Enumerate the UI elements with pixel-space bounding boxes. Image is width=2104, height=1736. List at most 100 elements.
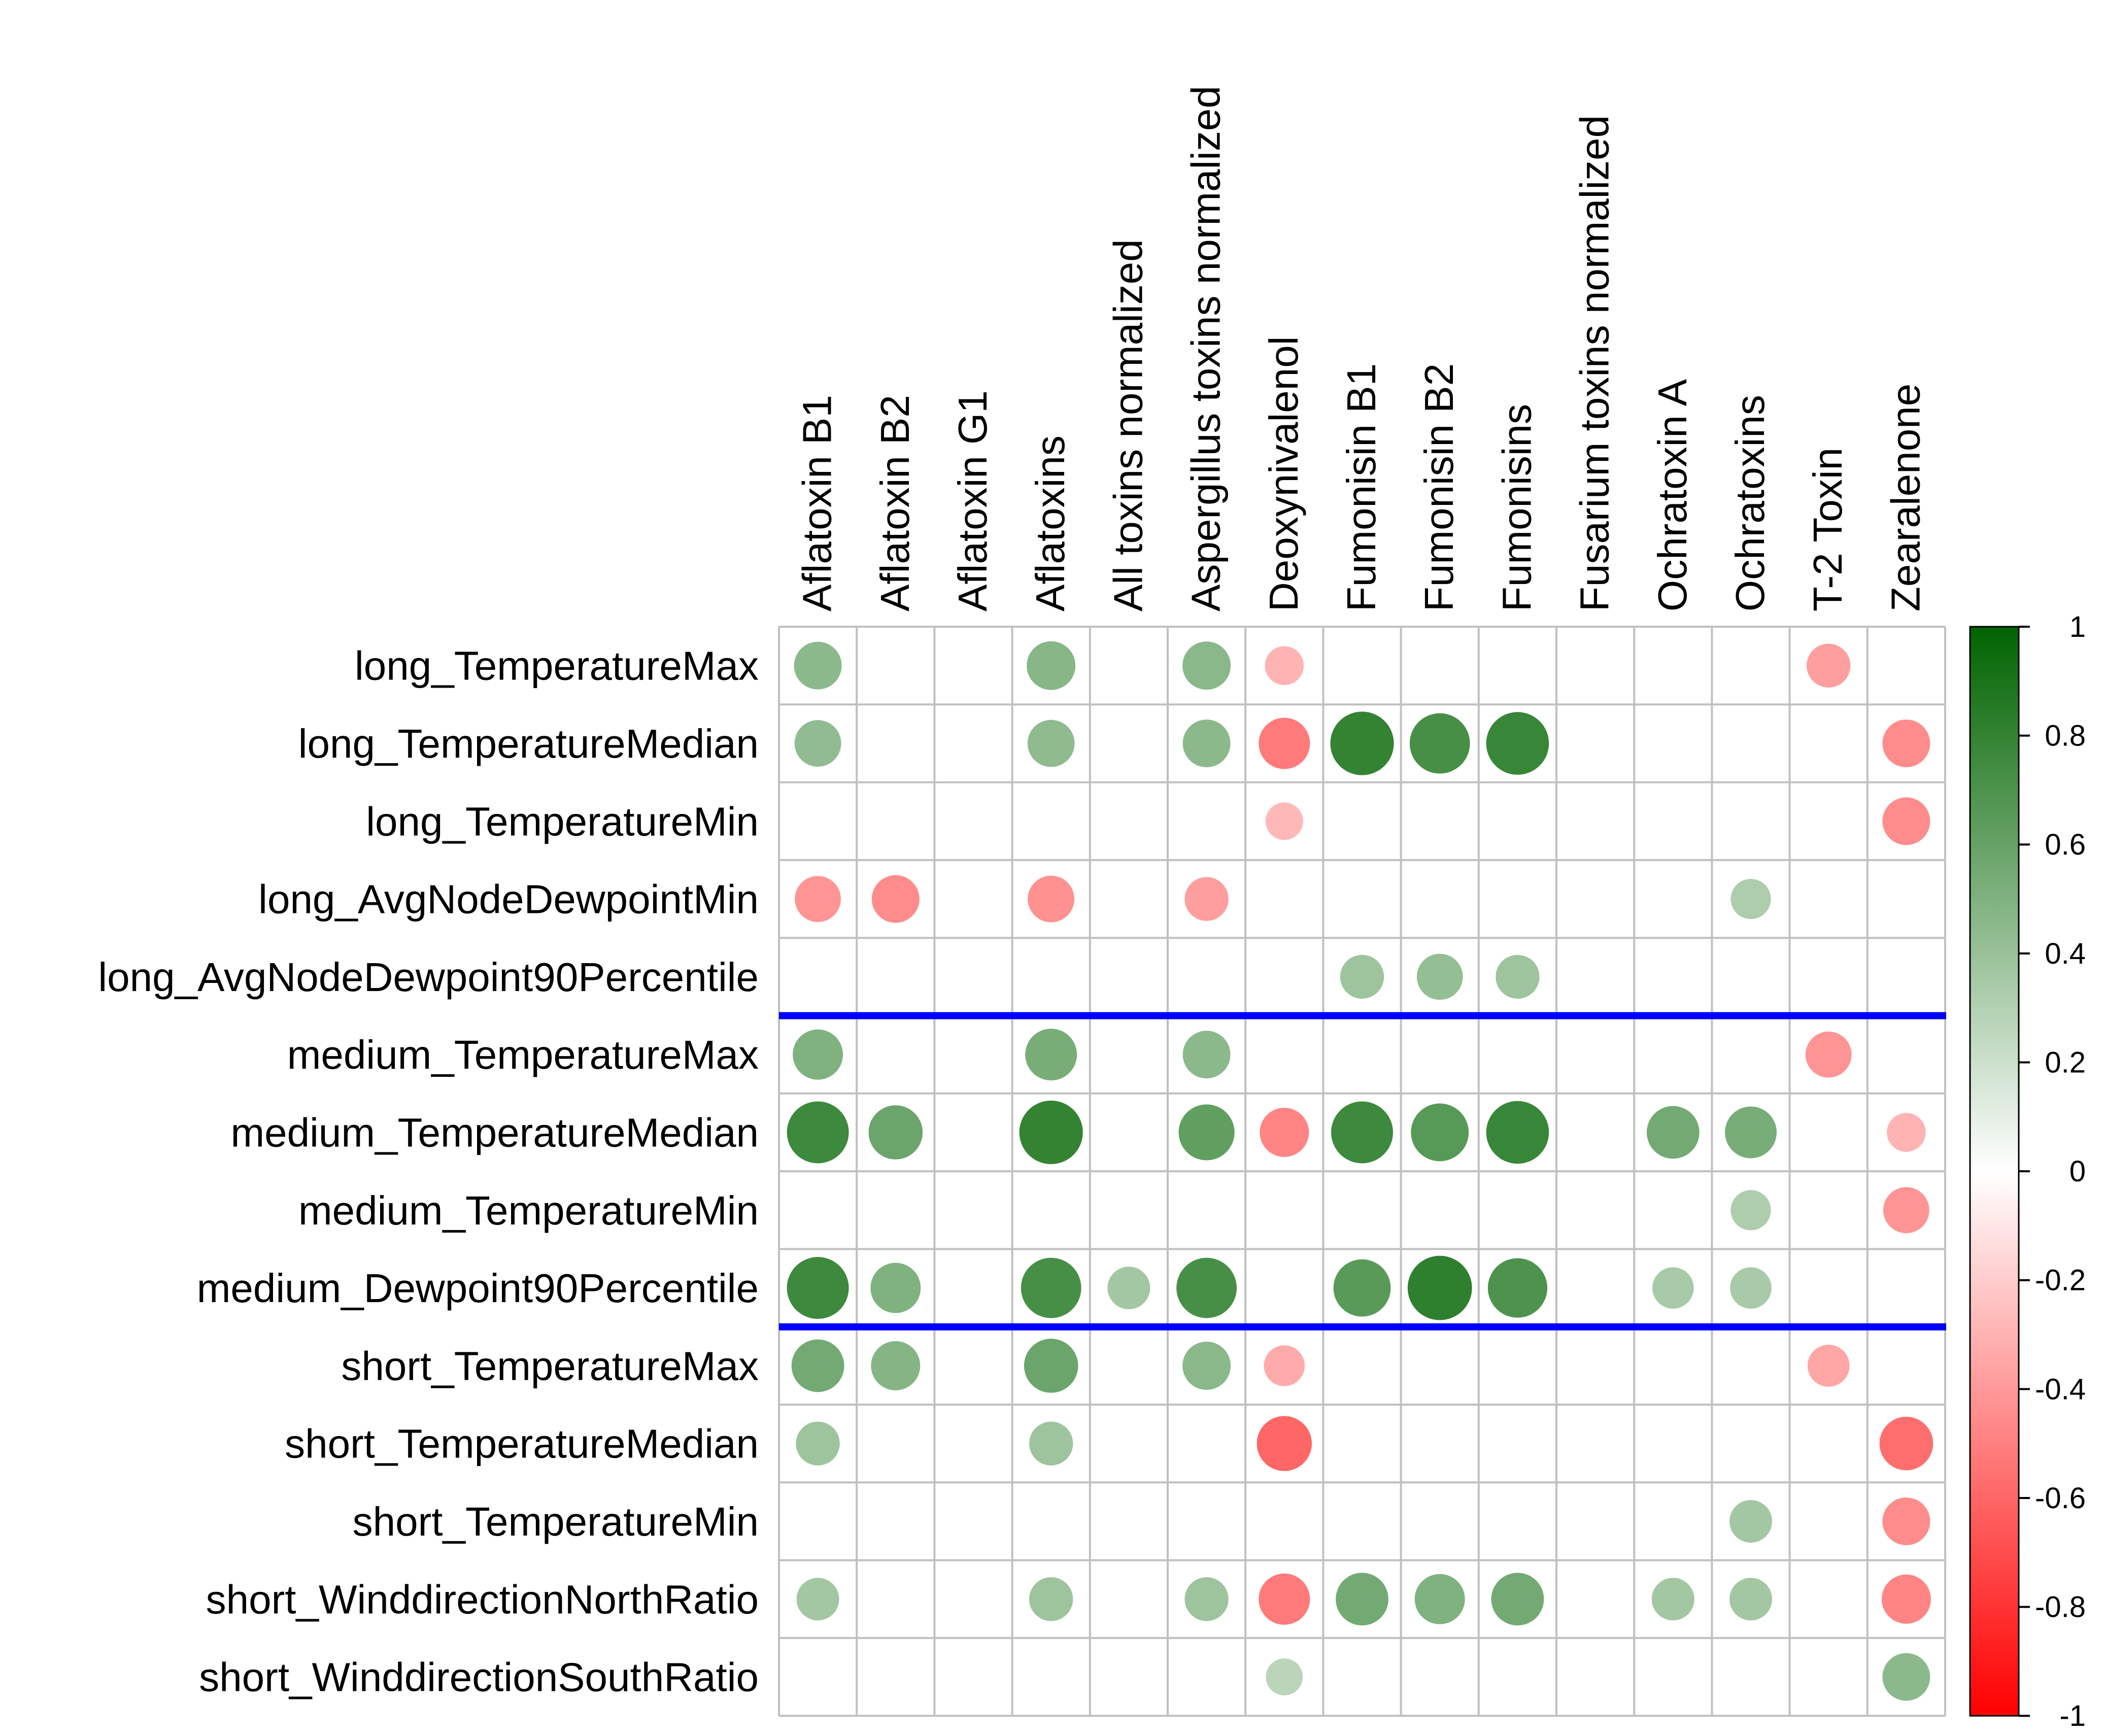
correlation-circle [1883, 1187, 1929, 1234]
correlation-circle [1331, 1101, 1393, 1164]
column-label: T-2 Toxin [1805, 448, 1850, 611]
row-label: long_TemperatureMax [355, 643, 759, 689]
colorbar-tick-label: 0 [2069, 1155, 2086, 1188]
correlation-circle [1882, 797, 1930, 845]
colorbar-tick-label: 0.2 [2045, 1046, 2086, 1079]
correlation-circle [1028, 875, 1075, 923]
row-label: short_WinddirectionSouthRatio [199, 1655, 759, 1700]
correlation-circle [1266, 1658, 1303, 1695]
correlation-circle [1807, 1344, 1850, 1387]
correlation-circle [868, 1105, 923, 1160]
colorbar-gradient [1969, 626, 2020, 1717]
correlation-circle [1340, 955, 1384, 999]
correlation-circle [1182, 1031, 1231, 1079]
correlation-circle [1882, 719, 1930, 767]
colorbar-tick-label: 0.8 [2045, 720, 2086, 753]
column-label: Aflatoxin G1 [950, 390, 995, 611]
correlation-circle [1336, 1573, 1388, 1626]
colorbar-tick-label: -0.8 [2035, 1591, 2086, 1624]
correlation-circle [1730, 1267, 1772, 1309]
row-label: long_AvgNodeDewpoint90Percentile [98, 955, 759, 1000]
correlation-circle [787, 1257, 849, 1319]
correlation-circle [787, 1101, 849, 1164]
colorbar-tick-label: -0.6 [2035, 1482, 2086, 1515]
correlation-circle [870, 1263, 921, 1313]
correlation-circle [1184, 877, 1229, 921]
correlation-circle [1021, 1257, 1081, 1318]
correlation-circle [793, 1029, 843, 1080]
colorbar-tick-label: -1 [2059, 1699, 2086, 1732]
correlation-circle [1881, 1574, 1931, 1624]
row-label: long_AvgNodeDewpointMin [258, 877, 759, 922]
correlation-circle [1652, 1267, 1694, 1309]
correlation-circle [1491, 1573, 1544, 1626]
correlation-circle [1730, 1190, 1771, 1231]
correlation-circle [1259, 718, 1310, 769]
correlation-circle [1178, 1104, 1235, 1161]
correlation-circle [1107, 1267, 1150, 1310]
correlation-circle [1487, 1258, 1547, 1318]
correlation-circle [1651, 1578, 1694, 1621]
column-label: All toxins normalized [1105, 239, 1150, 611]
correlation-circle [1882, 1497, 1930, 1545]
correlation-circle [795, 876, 841, 922]
column-label: Ochratoxins [1727, 395, 1773, 611]
correlation-circle [1027, 641, 1076, 690]
colorbar-tick-label: 1 [2069, 610, 2086, 643]
correlation-circle [791, 1339, 844, 1392]
colorbar-tick-label: 0.4 [2045, 937, 2086, 970]
correlation-circle [794, 641, 842, 690]
correlation-circle [1265, 646, 1304, 685]
correlation-circle [1182, 1341, 1231, 1390]
column-label: Fumonisin B1 [1339, 363, 1384, 611]
matrix-grid [778, 626, 1946, 1717]
correlation-circle [1029, 1577, 1073, 1621]
correlation-circle [1729, 1500, 1772, 1543]
column-label: Ochratoxin A [1650, 379, 1695, 611]
group-separators [779, 1012, 1946, 1331]
correlation-circle [796, 1578, 839, 1621]
correlation-circle [1029, 1421, 1073, 1466]
colorbar-tick-label: -0.2 [2035, 1264, 2086, 1297]
correlation-circle [1265, 802, 1303, 840]
column-label: Aspergillus toxins normalized [1183, 86, 1229, 611]
row-label: medium_TemperatureMax [287, 1032, 759, 1077]
correlation-circles [787, 641, 1933, 1701]
correlation-circle [1260, 1107, 1309, 1157]
correlation-circle [796, 1421, 840, 1466]
correlation-circle [1025, 1029, 1077, 1081]
correlation-circle [794, 720, 841, 767]
correlation-circle [1882, 1653, 1930, 1701]
correlation-circle [1409, 713, 1470, 774]
row-label: long_TemperatureMin [366, 799, 759, 844]
correlation-circle [1264, 1345, 1305, 1386]
row-label: medium_TemperatureMedian [230, 1110, 759, 1155]
row-label: short_WinddirectionNorthRatio [206, 1577, 759, 1622]
row-label: medium_Dewpoint90Percentile [197, 1266, 759, 1311]
correlation-circle [1486, 1101, 1549, 1164]
correlation-circle [1182, 719, 1231, 767]
correlation-circle [1411, 1103, 1469, 1162]
correlation-circle [1330, 711, 1394, 775]
correlation-circle [1407, 1255, 1472, 1320]
column-label: Aflatoxin B2 [872, 395, 918, 611]
correlation-circle [1725, 1106, 1777, 1159]
column-label: Deoxynivalenol [1261, 336, 1306, 611]
correlation-circle [871, 1341, 921, 1390]
colorbar: 1 0.8 0.6 0.4 0.2 0 -0.2 -0.4 -0.6 -0.8 -1 [1969, 610, 2086, 1732]
column-label: Fumonisin B2 [1416, 363, 1462, 611]
correlation-circle [1024, 1339, 1078, 1393]
correlation-circle [1333, 1259, 1391, 1317]
correlation-circle [1019, 1100, 1083, 1165]
row-label: long_TemperatureMedian [298, 721, 759, 766]
column-labels: Aflatoxin B1 Aflatoxin B2 Aflatoxin G1 Afla… [795, 86, 1928, 611]
row-label: short_TemperatureMax [341, 1343, 759, 1388]
colorbar-tick-label: 0.6 [2045, 828, 2086, 861]
correlation-circle [1414, 1574, 1465, 1624]
correlation-circle [871, 875, 920, 923]
correlation-circle [1182, 641, 1231, 690]
correlation-circle [1176, 1257, 1237, 1318]
column-label: Aflatoxin B1 [795, 395, 840, 611]
column-label: Zearalenone [1883, 384, 1928, 611]
